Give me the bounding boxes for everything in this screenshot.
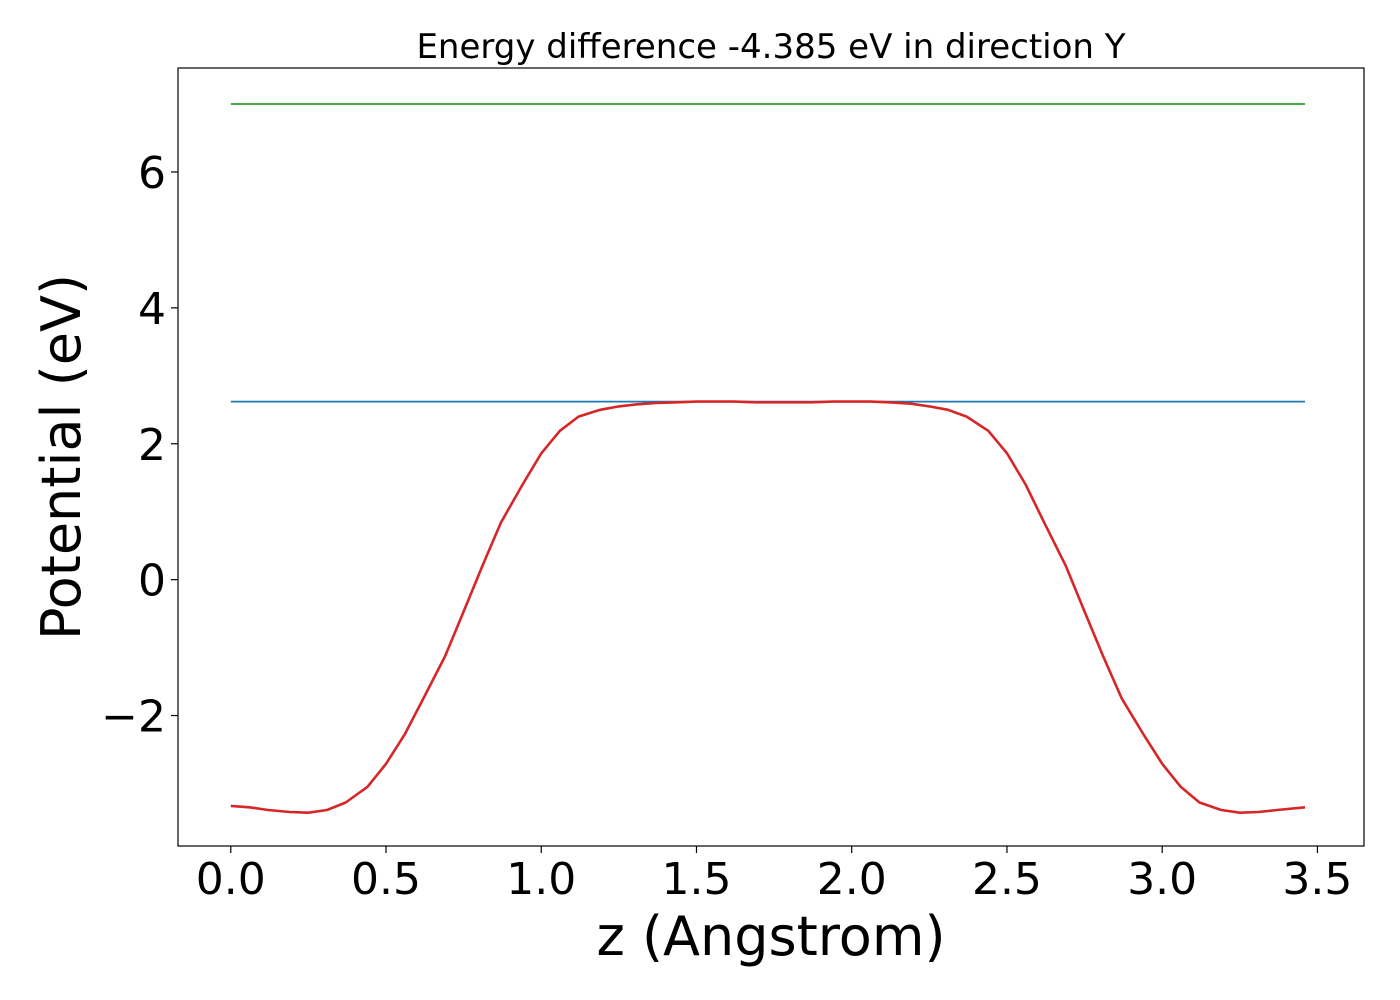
x-tick-label: 2.0 — [817, 854, 887, 905]
x-tick-label: 0.0 — [196, 854, 266, 905]
y-tick-label: 6 — [138, 148, 166, 199]
x-axis-label: z (Angstrom) — [596, 905, 945, 968]
y-tick-label: 0 — [138, 556, 166, 607]
y-axis-ticks: −2 0 2 4 6 — [101, 148, 178, 743]
x-tick-label: 3.5 — [1282, 854, 1352, 905]
x-tick-label: 3.0 — [1127, 854, 1197, 905]
y-tick-label: 4 — [138, 284, 166, 335]
series-line-3 — [230, 400, 1306, 815]
x-axis-ticks: 0.0 0.5 1.0 1.5 2.0 2.5 3.0 3.5 — [196, 846, 1352, 905]
plot-area — [230, 103, 1306, 815]
x-tick-label: 2.5 — [972, 854, 1042, 905]
x-tick-label: 1.5 — [661, 854, 731, 905]
chart-title: Energy difference -4.385 eV in direction… — [416, 27, 1125, 67]
y-tick-label: −2 — [101, 692, 166, 743]
plot-frame — [177, 67, 1365, 847]
x-tick-label: 1.0 — [506, 854, 576, 905]
x-tick-label: 0.5 — [351, 854, 421, 905]
y-axis-label: Potential (eV) — [30, 274, 93, 640]
y-tick-label: 2 — [138, 420, 166, 471]
